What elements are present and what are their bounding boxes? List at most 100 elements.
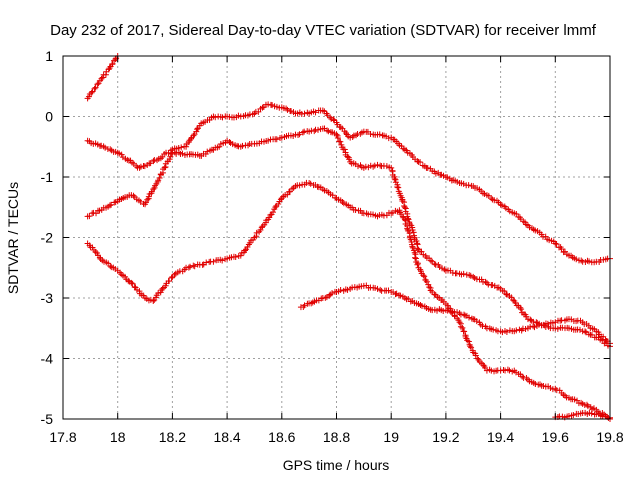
data-point	[296, 131, 303, 138]
data-point	[296, 182, 303, 189]
data-point	[554, 325, 561, 332]
data-point	[491, 197, 498, 204]
data-point	[385, 287, 392, 294]
data-point	[565, 325, 572, 332]
data-point	[237, 252, 244, 259]
data-point	[246, 239, 253, 246]
axis-ticks: 17.8 18 18.2 18.4 18.6 18.8 19 19.2 19.4 19.6 19.8…	[41, 48, 624, 445]
data-point	[377, 286, 384, 293]
y-tick-label: -2	[41, 230, 54, 246]
data-point	[224, 255, 231, 262]
y-tick-label: 1	[45, 48, 53, 64]
data-point	[306, 180, 313, 187]
data-point	[334, 134, 341, 141]
data-point	[234, 142, 241, 149]
data-point	[573, 256, 580, 263]
data-point	[570, 412, 577, 419]
data-point	[128, 279, 135, 286]
data-point	[431, 291, 438, 298]
data-point	[542, 233, 549, 240]
x-tick-label: 19.4	[487, 429, 514, 445]
data-point	[193, 126, 200, 133]
data-point	[467, 272, 474, 279]
data-point	[552, 385, 559, 392]
data-point	[588, 410, 595, 417]
data-point	[185, 264, 192, 271]
data-point	[129, 280, 136, 287]
data-point	[404, 225, 411, 232]
data-point	[353, 132, 360, 139]
data-point	[108, 201, 115, 208]
data-point	[349, 134, 356, 141]
data-point	[109, 60, 116, 67]
data-point	[467, 343, 474, 350]
x-tick-label: 18.2	[159, 429, 186, 445]
data-point	[444, 307, 451, 314]
data-point	[157, 155, 164, 162]
data-point	[204, 148, 211, 155]
data-point	[245, 142, 252, 149]
data-point	[145, 193, 152, 200]
data-point	[395, 184, 402, 191]
data-point	[156, 175, 163, 182]
data-point	[171, 271, 178, 278]
data-point	[424, 164, 431, 171]
data-point	[488, 195, 495, 202]
series-track-5	[297, 282, 613, 347]
data-point	[456, 310, 463, 317]
y-tick-label: -3	[41, 290, 54, 306]
data-marks	[84, 53, 613, 422]
data-point	[168, 274, 175, 281]
series-track-2	[84, 101, 613, 266]
data-point	[144, 196, 151, 203]
data-point	[388, 164, 395, 171]
data-point	[490, 326, 497, 333]
data-point	[137, 163, 144, 170]
data-point	[427, 257, 434, 264]
data-point	[315, 126, 322, 133]
data-point	[272, 204, 279, 211]
data-point	[552, 240, 559, 247]
x-tick-label: 19.6	[542, 429, 569, 445]
data-point	[586, 258, 593, 265]
data-point	[94, 81, 101, 88]
data-point	[421, 273, 428, 280]
data-point	[326, 292, 333, 299]
data-point	[367, 130, 374, 137]
data-point	[374, 161, 381, 168]
series-track-1	[84, 53, 121, 102]
data-point	[474, 355, 481, 362]
data-point	[337, 286, 344, 293]
data-point	[324, 127, 331, 134]
data-point	[226, 138, 233, 145]
data-point	[441, 266, 448, 273]
y-axis-label: SDTVAR / TECUs	[5, 182, 21, 294]
data-point	[219, 114, 226, 121]
data-point	[278, 134, 285, 141]
data-point	[518, 306, 525, 313]
data-point	[397, 292, 404, 299]
y-tick-label: -1	[41, 169, 54, 185]
data-point	[376, 131, 383, 138]
data-point	[513, 327, 520, 334]
data-point	[409, 244, 416, 251]
data-point	[391, 175, 398, 182]
data-point	[362, 163, 369, 170]
data-point	[517, 304, 524, 311]
data-point	[454, 309, 461, 316]
data-point	[503, 291, 510, 298]
data-point	[404, 226, 411, 233]
data-point	[420, 272, 427, 279]
data-point	[265, 101, 272, 108]
data-point	[401, 204, 408, 211]
data-point	[418, 248, 425, 255]
grid-lines	[63, 56, 610, 419]
data-point	[188, 135, 195, 142]
data-point	[130, 192, 137, 199]
data-point	[486, 325, 493, 332]
data-point	[465, 182, 472, 189]
data-point	[267, 212, 274, 219]
data-point	[465, 338, 472, 345]
series-track-6	[552, 409, 613, 421]
